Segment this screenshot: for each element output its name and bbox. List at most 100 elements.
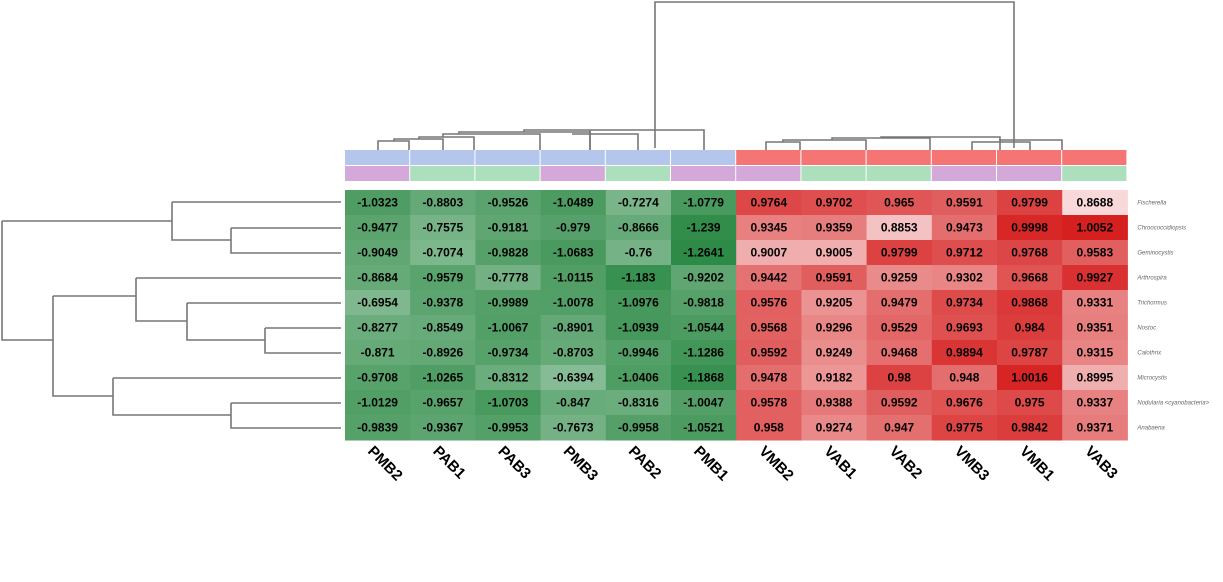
cell-value-label: -1.0489 [553, 196, 594, 210]
cell-value-label: 0.9442 [750, 271, 787, 285]
heatmap-cell [345, 415, 411, 441]
cell-value-label: -0.9989 [488, 296, 529, 310]
cell-value-label: 0.9274 [816, 421, 853, 435]
heatmap-cell [801, 190, 868, 216]
annotation-cell [475, 150, 540, 165]
heatmap-cell [605, 390, 672, 416]
heatmap-cell [345, 315, 411, 341]
cell-value-label: -1.0067 [488, 321, 529, 335]
cell-value-label: 1.0052 [1076, 221, 1113, 235]
cell-value-label: 0.9371 [1076, 421, 1113, 435]
cell-value-label: 0.9249 [816, 346, 853, 360]
cell-value-label: 0.9868 [1011, 296, 1048, 310]
column-dendrogram [377, 1, 1063, 150]
cell-value-label: -0.9958 [618, 421, 659, 435]
heatmap-cell [671, 190, 737, 216]
dendrogram-branch [523, 129, 705, 150]
cell-value-label: 0.9592 [750, 346, 787, 360]
heatmap-cell [801, 390, 868, 416]
annotation-cell [605, 150, 670, 165]
heatmap-cell [1062, 240, 1128, 266]
cell-value-label: 0.9296 [816, 321, 853, 335]
column-label: VAB3 [1081, 443, 1121, 483]
heatmap-cell [866, 290, 933, 316]
column-labels: PMB2 PAB1 PAB3 PMB3 PAB2 PMB1 VMB2 VAB1 VAB2 VMB3… [364, 443, 1121, 484]
heatmap-cell [540, 390, 607, 416]
cell-value-label: 0.9592 [881, 396, 918, 410]
heatmap-cell [931, 215, 998, 241]
column-label: VAB1 [821, 443, 861, 483]
cell-value-label: 0.9388 [816, 396, 853, 410]
cell-value-label: -1.0115 [553, 271, 593, 285]
heatmap-cell [801, 215, 868, 241]
cell-value-label: 0.9568 [750, 321, 787, 335]
cell-value-label: -0.9818 [683, 296, 724, 310]
heatmap-cell [671, 215, 737, 241]
heatmap-cell [540, 265, 607, 291]
annotation-cell [605, 166, 670, 181]
heatmap-cell [605, 240, 672, 266]
heatmap-cell [1062, 415, 1128, 441]
dendrogram-branch [135, 278, 187, 322]
cell-value-label: 0.98 [888, 371, 912, 385]
heatmap-cell [736, 265, 802, 291]
heatmap-cell [1062, 390, 1128, 416]
heatmap-cell [866, 315, 933, 341]
heatmap-cell [997, 390, 1063, 416]
cell-value-label: 0.9734 [946, 296, 983, 310]
annotation-cell [1062, 166, 1127, 181]
heatmap-cell [671, 390, 737, 416]
cell-value-label: -1.0406 [618, 371, 659, 385]
heatmap-cell [801, 315, 868, 341]
cell-value-label: -1.0703 [488, 396, 529, 410]
cell-value-label: -1.0265 [422, 371, 463, 385]
cell-value-label: -0.847 [556, 396, 590, 410]
heatmap-cell [736, 390, 802, 416]
row-label: Calothrix [1137, 351, 1162, 357]
heatmap-cell [931, 415, 998, 441]
heatmap-cell [345, 265, 411, 291]
annotation-cell [410, 150, 475, 165]
column-label: VMB1 [1016, 443, 1057, 484]
dendrogram-branch [572, 133, 639, 150]
cell-value-label: 0.9468 [881, 346, 918, 360]
annotation-cell [345, 166, 410, 181]
heatmap-cell [997, 240, 1063, 266]
cell-value-label: -1.0976 [618, 296, 659, 310]
cell-value-label: 0.9998 [1011, 221, 1048, 235]
heatmap-cell [475, 265, 542, 291]
cell-value-label: -0.9579 [422, 271, 463, 285]
dendrogram-branch [971, 141, 1031, 150]
cell-value-label: -0.8549 [422, 321, 463, 335]
heatmap-cell [345, 190, 411, 216]
cell-value-label: -0.7274 [618, 196, 659, 210]
cell-value-label: -1.0544 [683, 321, 724, 335]
row-label: Chroococcidiopsis [1137, 226, 1186, 232]
heatmap-cell [671, 290, 737, 316]
heatmap-cell [410, 190, 476, 216]
heatmap-cell [410, 290, 476, 316]
heatmap-cell [410, 415, 476, 441]
cell-value-label: 0.9478 [750, 371, 787, 385]
cell-value-label: 0.947 [884, 421, 914, 435]
annotation-cell [410, 166, 475, 181]
annotation-cell [671, 150, 736, 165]
column-annotation-bars [345, 150, 1127, 181]
annotation-cell [801, 150, 866, 165]
cell-value-label: -0.8277 [357, 321, 398, 335]
heatmap-cell [410, 315, 476, 341]
cell-value-label: -0.9477 [357, 221, 398, 235]
cell-value-label: 0.9693 [946, 321, 983, 335]
cell-value-label: -1.0078 [553, 296, 594, 310]
heatmap-cell [801, 265, 868, 291]
column-label: VMB2 [755, 443, 796, 484]
cell-value-label: -1.0047 [683, 396, 724, 410]
row-label: Anabaena [1136, 426, 1165, 432]
heatmap-cell [475, 190, 542, 216]
cell-value-label: 0.9007 [750, 246, 787, 260]
heatmap-cell [410, 365, 476, 391]
dendrogram-branch [999, 139, 1063, 150]
heatmap-cell [997, 265, 1063, 291]
cell-value-label: 0.9668 [1011, 271, 1048, 285]
cell-value-label: -0.8666 [618, 221, 659, 235]
